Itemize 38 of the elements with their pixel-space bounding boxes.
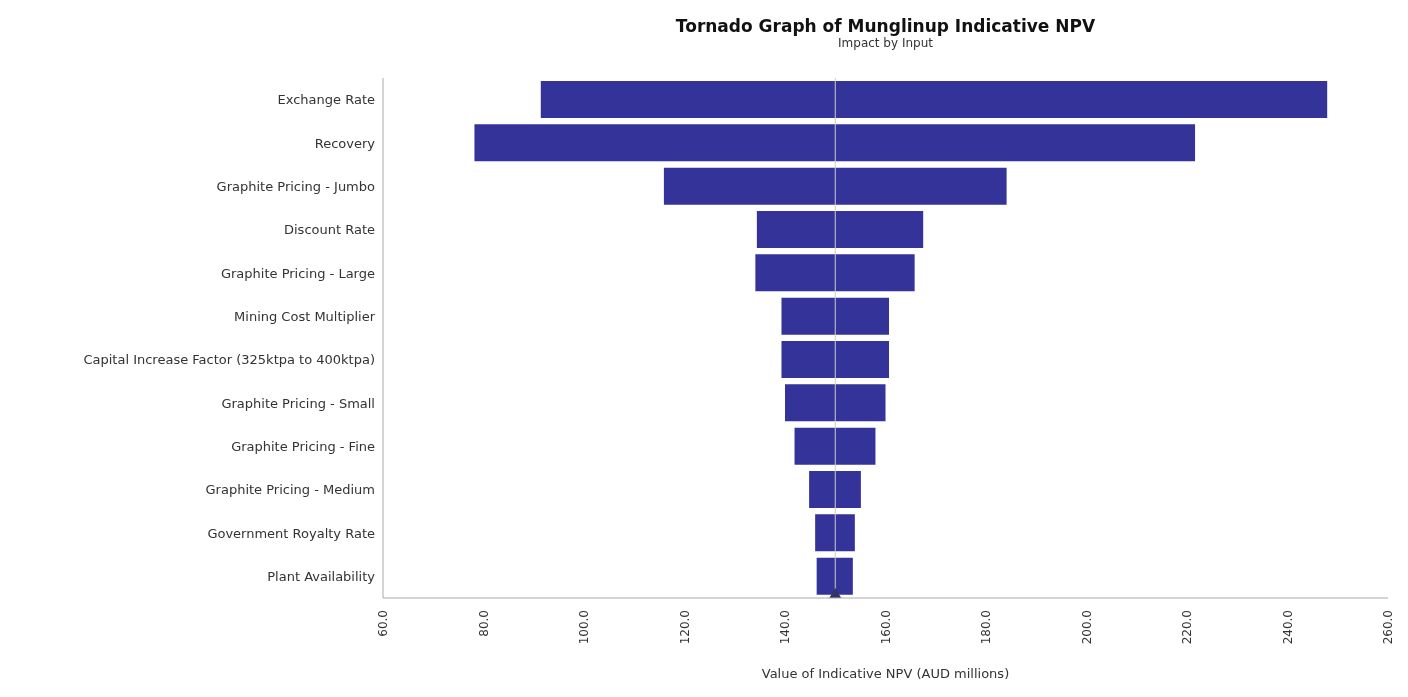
x-tick-label: 200.0 — [1079, 610, 1094, 645]
y-tick-label: Plant Availability — [267, 568, 376, 584]
y-tick-label: Recovery — [314, 135, 376, 151]
bar — [794, 427, 876, 465]
y-tick-label: Discount Rate — [283, 222, 375, 238]
x-tick-label: 220.0 — [1180, 610, 1194, 645]
x-tick-label: 100.0 — [577, 610, 591, 645]
x-tick-label: 240.0 — [1280, 610, 1295, 645]
y-tick-label: Mining Cost Multiplier — [234, 308, 376, 324]
bar — [781, 297, 890, 335]
y-tick-label: Graphite Pricing - Jumbo — [216, 178, 376, 194]
y-tick-label: Graphite Pricing - Large — [220, 265, 375, 281]
bar — [809, 471, 861, 508]
x-tick-label: 80.0 — [476, 610, 491, 637]
bar — [755, 254, 915, 292]
chart-subtitle: Impact by Input — [837, 36, 934, 50]
bar — [540, 81, 1328, 118]
x-tick-label: 160.0 — [878, 610, 893, 645]
bar — [815, 514, 855, 552]
bar — [816, 557, 853, 595]
y-tick-label: Exchange Rate — [277, 92, 375, 108]
bar — [781, 341, 890, 378]
y-tick-label: Graphite Pricing - Fine — [231, 438, 375, 454]
y-tick-label: Government Royalty Rate — [207, 525, 375, 541]
x-tick-label: 140.0 — [778, 610, 792, 645]
x-tick-label: 180.0 — [979, 610, 993, 645]
y-tick-label: Graphite Pricing - Medium — [205, 482, 375, 498]
y-tick-label: Graphite Pricing - Small — [221, 395, 375, 411]
bar — [663, 167, 1007, 205]
chart-title: Tornado Graph of Munglinup Indicative NPV — [674, 16, 1097, 36]
x-axis-title: Value of Indicative NPV (AUD millions) — [761, 666, 1010, 681]
x-tick-label: 260.0 — [1381, 610, 1395, 645]
bar — [474, 124, 1196, 162]
bar — [756, 211, 924, 248]
x-tick-label: 120.0 — [677, 610, 692, 645]
y-tick-label: Capital Increase Factor (325ktpa to 400ktpa) — [83, 352, 375, 368]
bar — [785, 384, 886, 422]
x-tick-label: 60.0 — [376, 610, 390, 637]
